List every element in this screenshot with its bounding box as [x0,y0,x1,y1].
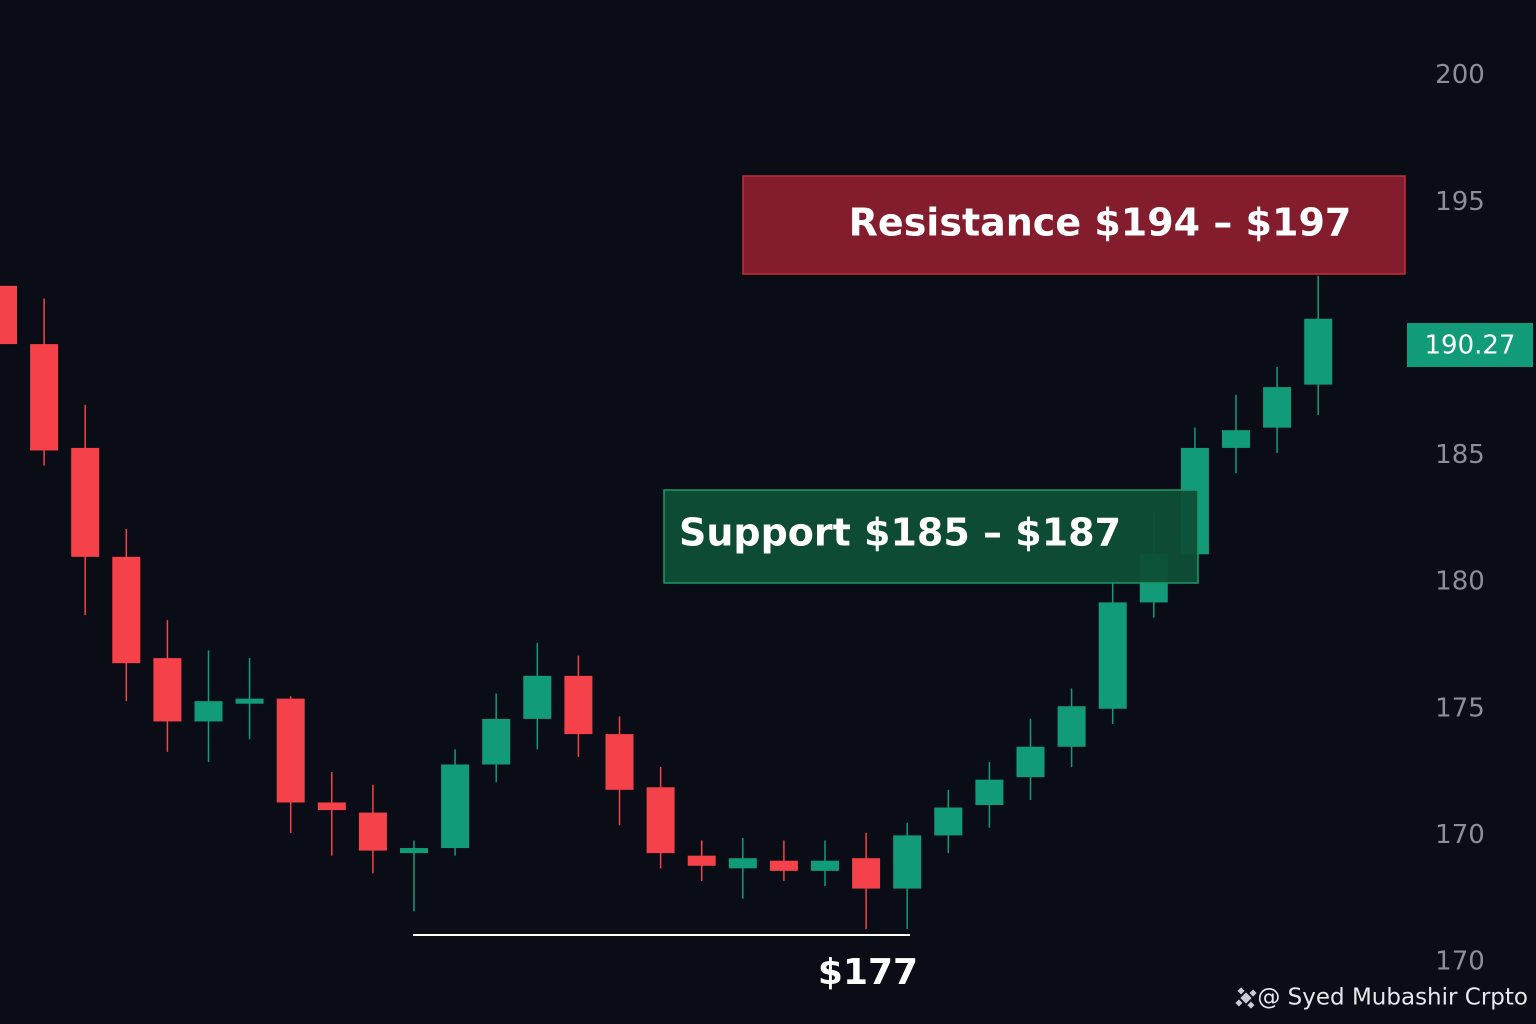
candle-body [317,802,346,811]
candle-body [30,344,59,451]
candle-body [893,835,922,889]
price-tag [1407,323,1533,367]
candle-body [358,812,387,851]
y-tick-label: 170 [1435,947,1485,977]
y-tick-label: 170 [1435,820,1485,850]
candle-body [728,858,757,869]
y-tick-label: 200 [1435,60,1485,90]
price-tag-label: 190.27 [1425,331,1516,361]
candle-body [564,675,593,735]
candle-body [1016,746,1045,778]
candle-body [1057,706,1086,747]
candle-body [400,848,428,854]
resistance-label: Resistance $194 – $197 [849,201,1352,245]
candle-body [1263,387,1292,428]
y-tick-label: 185 [1435,440,1485,470]
candles [0,275,1333,930]
candle-body [1098,602,1127,709]
y-tick-label: 175 [1435,693,1485,723]
support-zone [663,489,1199,584]
candle-body [975,779,1004,805]
candle-body [482,718,511,765]
candle-body [646,787,675,854]
candle-body [0,285,17,345]
candle-body [235,698,264,704]
watermark: @ Syed Mubashir Crpto [1257,985,1528,1011]
candle-body [1222,430,1250,448]
candle-body [852,858,881,889]
y-tick-label: 180 [1435,567,1485,597]
candle-body [441,764,470,849]
candle-body [276,698,305,803]
candle-body [112,556,141,664]
candle-body [71,447,100,557]
low-label: $177 [818,952,918,993]
resistance-zone [742,175,1406,275]
candle-body [811,860,839,871]
candle-body [605,734,634,790]
candle-body [1304,318,1333,385]
candle-body [934,807,963,836]
candle-body [769,860,798,871]
y-tick-label: 195 [1435,187,1485,217]
candle-body [523,675,552,719]
support-label: Support $185 – $187 [679,511,1121,555]
candle-body [687,855,716,866]
candle-body [153,658,182,722]
candle-body [194,701,223,722]
